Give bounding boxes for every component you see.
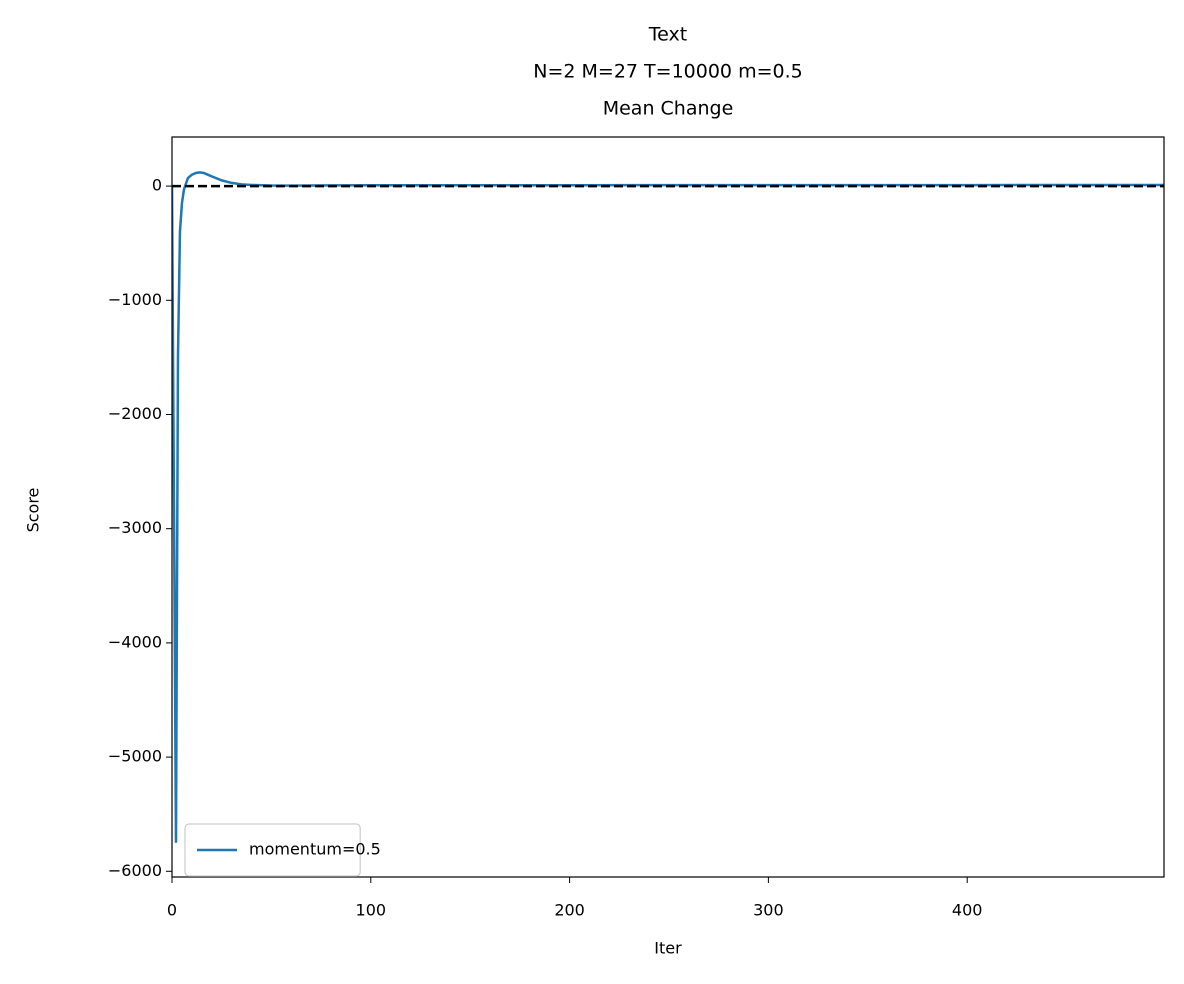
- x-tick-label: 400: [952, 901, 983, 920]
- y-axis-label: Score: [24, 488, 43, 533]
- y-tick-label: −4000: [108, 632, 162, 651]
- y-tick-label: −2000: [108, 404, 162, 423]
- chart-subtitle: Mean Change: [603, 98, 734, 120]
- legend-box: [184, 823, 361, 877]
- chart-subtitle: N=2 M=27 T=10000 m=0.5: [533, 61, 802, 83]
- y-tick-label: −1000: [108, 290, 162, 309]
- legend-label: momentum=0.5: [249, 840, 381, 859]
- x-axis-label: Iter: [654, 939, 682, 958]
- line-series: [172, 171, 1164, 843]
- x-tick-label: 300: [753, 901, 784, 920]
- x-tick-label: 0: [167, 901, 177, 920]
- x-tick-label: 200: [554, 901, 585, 920]
- y-tick-label: −6000: [108, 861, 162, 880]
- y-tick-label: −5000: [108, 747, 162, 766]
- plot-frame: [171, 136, 1165, 878]
- y-tick-label: 0: [152, 176, 162, 195]
- y-tick-label: −3000: [108, 518, 162, 537]
- x-tick-label: 100: [356, 901, 387, 920]
- chart-title: Text: [648, 24, 687, 46]
